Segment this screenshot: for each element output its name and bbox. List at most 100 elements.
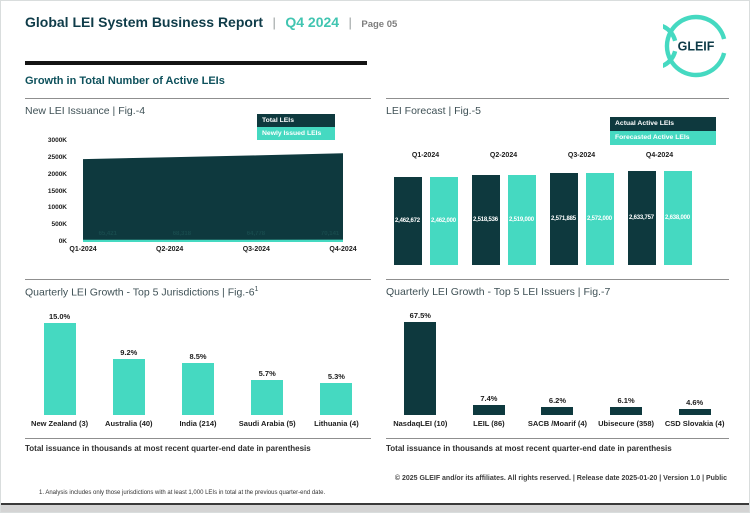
bar-zone: 15.0%: [43, 300, 76, 415]
section-title: Growth in Total Number of Active LEIs: [25, 75, 225, 87]
category-label: Australia (40): [105, 419, 153, 428]
bar-zone: 6.2%: [541, 300, 574, 415]
category-column: 6.2% SACB /Moarif (4): [523, 300, 592, 429]
y-axis-tick: 3000K: [47, 137, 67, 144]
category-column: 5.3% Lithuania (4): [302, 300, 371, 429]
page-title: Global LEI System Business Report: [25, 14, 264, 30]
y-axis-tick: 500K: [51, 221, 67, 229]
page-number: Page 05: [361, 19, 398, 30]
category-column: 15.0% New Zealand (3): [25, 300, 94, 428]
gleif-logo-text: GLEIF: [678, 40, 715, 54]
bar-zone: 4.6%: [678, 300, 711, 415]
bar-zone: 5.7%: [251, 300, 284, 415]
actual-bar: 2,633,757: [627, 171, 656, 265]
category-column: 7.4% LEIL (86): [455, 300, 524, 428]
pct-label: 5.3%: [327, 371, 345, 381]
pct-label: 6.2%: [548, 395, 567, 405]
bar-zone: 5.3%: [320, 300, 353, 415]
category-label: Saudi Arabia (5): [238, 419, 296, 428]
chart-title-fig6-text: Quarterly LEI Growth - Top 5 Jurisdictio…: [25, 286, 255, 299]
header-separator: |: [348, 15, 352, 30]
legend-item-total-leis: Total LEIs: [257, 114, 335, 127]
bar: [182, 362, 214, 415]
x-axis-label: Q3-2024: [242, 246, 270, 253]
faint-data-label: 64,778: [246, 231, 266, 237]
x-axis-label: Q2-2024: [156, 246, 184, 253]
bars-row: 2,518,536 2,519,000: [471, 162, 536, 265]
pct-label: 9.2%: [120, 347, 138, 357]
quarter-group: Q2-2024 2,518,536 2,519,000: [470, 152, 537, 265]
quarter-label: Q4-2024: [645, 152, 674, 159]
chart-title-fig4: New LEI Issuance | Fig.-4: [25, 105, 146, 117]
forecast-bar: 2,519,000: [507, 175, 536, 265]
pct-label: 67.5%: [409, 311, 431, 320]
issuance-note-right: Total issuance in thousands at most rece…: [386, 438, 729, 453]
copyright-line: © 2025 GLEIF and/or its affiliates. All …: [394, 475, 727, 482]
category-bar-area: 67.5% NasdaqLEI (10) 7.4% LEIL (86) 6.2% SACB…: [386, 300, 729, 428]
category-bar-area: 15.0% New Zealand (3) 9.2% Australia (40) 8.…: [25, 300, 371, 428]
bar: [320, 382, 353, 415]
chart-title-fig5: LEI Forecast | Fig.-5: [386, 105, 481, 117]
forecast-bar: 2,638,000: [663, 171, 692, 265]
y-axis-tick: 2500K: [47, 153, 67, 161]
chart-card-top-lei-issuers: Quarterly LEI Growth - Top 5 LEI Issuers…: [386, 279, 729, 438]
y-axis-tick: 2000K: [47, 170, 67, 178]
legend-fig4: Total LEIs Newly Issued LEIs: [257, 114, 335, 140]
chart-title-fig6-footnote-marker: 1: [254, 286, 259, 293]
area-series-svg: [83, 153, 343, 242]
faint-data-label: 68,318: [172, 231, 192, 237]
y-axis-tick: 1000K: [47, 204, 67, 212]
category-label: SACB /Moarif (4): [527, 419, 588, 428]
bars-row: 2,462,672 2,462,000: [393, 162, 458, 265]
category-column: 5.7% Saudi Arabia (5): [233, 300, 302, 428]
category-label: LEIL (86): [473, 419, 505, 428]
chart-title-fig6: Quarterly LEI Growth - Top 5 Jurisdictio…: [25, 286, 258, 299]
bar-zone: 67.5%: [404, 300, 437, 415]
bars-row: 2,633,757 2,638,000: [627, 162, 692, 265]
legend-fig5: Actual Active LEIs Forecasted Active LEI…: [610, 117, 716, 145]
bar-zone: 8.5%: [182, 300, 214, 415]
plot-area: 65,421 68,318 64,778 70,141: [83, 141, 343, 242]
category-label: Ubisecure (358): [598, 419, 654, 428]
chart-card-lei-forecast: LEI Forecast | Fig.-5 Actual Active LEIs…: [386, 98, 729, 279]
category-label: NasdaqLEI (10): [393, 419, 448, 428]
bar: [610, 406, 643, 415]
bar-value-label: 2,638,000: [665, 215, 690, 221]
quarter-label: Q1-2024: [411, 152, 440, 159]
y-axis-tick: 1500K: [47, 187, 67, 195]
bar: [472, 404, 505, 415]
category-label: India (214): [179, 419, 217, 428]
x-axis-label: Q1-2024: [69, 246, 97, 253]
actual-bar: 2,462,672: [393, 177, 422, 265]
forecast-bar: 2,572,000: [585, 173, 614, 265]
pct-label: 7.4%: [480, 393, 498, 403]
pct-label: 5.7%: [258, 369, 276, 378]
category-column: 4.6% CSD Slovakia (4): [660, 300, 729, 428]
category-column: 67.5% NasdaqLEI (10): [386, 300, 455, 428]
bar: [251, 380, 284, 415]
bar: [404, 322, 437, 415]
forecast-bar: 2,462,000: [429, 177, 458, 265]
bar: [541, 406, 574, 415]
bar-value-label: 2,633,757: [629, 215, 654, 222]
bar-zone: 9.2%: [112, 300, 145, 415]
footnote: 1. Analysis includes only those jurisdic…: [39, 490, 326, 496]
legend-item-newly-issued-leis: Newly Issued LEIs: [257, 127, 335, 140]
bar-value-label: 2,518,536: [473, 217, 498, 224]
bar-value-label: 2,571,885: [551, 216, 576, 223]
bar-zone: 6.1%: [610, 300, 643, 415]
quarter-label: Q3-2024: [567, 152, 596, 159]
header-rule: [25, 61, 367, 65]
faint-data-label: 70,141: [320, 231, 340, 237]
x-axis-label: Q4-2024: [329, 246, 357, 253]
bar-value-label: 2,519,000: [509, 217, 534, 224]
category-label: Lithuania (4): [314, 419, 359, 428]
quarter-group: Q1-2024 2,462,672 2,462,000: [392, 152, 459, 265]
chart-card-new-lei-issuance: New LEI Issuance | Fig.-4 Total LEIs New…: [25, 98, 371, 279]
bar-value-label: 2,462,000: [431, 218, 456, 225]
quarter-group: Q3-2024 2,571,885 2,572,000: [548, 152, 615, 265]
bar-value-label: 2,462,672: [395, 218, 420, 225]
legend-item-forecasted-active-leis: Forecasted Active LEIs: [610, 131, 716, 145]
pct-label: 4.6%: [686, 397, 704, 407]
bar-value-label: 2,572,000: [587, 216, 612, 223]
